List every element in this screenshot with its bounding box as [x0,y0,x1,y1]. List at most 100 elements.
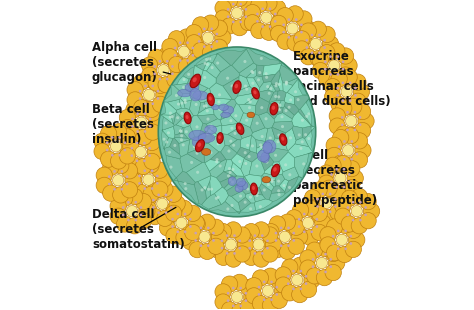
Circle shape [271,180,273,183]
Ellipse shape [225,251,242,267]
Ellipse shape [118,149,135,165]
Ellipse shape [282,259,298,275]
Circle shape [329,193,331,195]
Circle shape [185,130,188,133]
Circle shape [143,174,154,185]
Circle shape [245,88,248,91]
Circle shape [225,110,228,113]
Text: Delta cell
(secretes
somatostatin): Delta cell (secretes somatostatin) [92,207,185,250]
Circle shape [310,51,313,54]
Ellipse shape [126,127,142,144]
Ellipse shape [270,103,278,115]
Ellipse shape [336,126,352,142]
Ellipse shape [147,183,163,199]
Circle shape [118,154,121,157]
Ellipse shape [193,91,208,100]
Ellipse shape [211,229,228,245]
Ellipse shape [189,130,206,141]
Ellipse shape [110,198,126,214]
Circle shape [300,24,303,26]
Circle shape [216,158,219,161]
Ellipse shape [263,142,272,153]
Ellipse shape [300,260,316,276]
Ellipse shape [178,29,195,45]
Circle shape [260,145,263,148]
Circle shape [255,165,258,168]
Circle shape [164,193,167,196]
Circle shape [301,119,304,122]
Circle shape [164,211,167,214]
Ellipse shape [209,96,212,101]
Circle shape [138,175,141,177]
Circle shape [124,141,126,144]
Circle shape [266,240,269,242]
Ellipse shape [215,284,231,300]
Circle shape [206,63,209,66]
Circle shape [157,193,160,196]
Circle shape [350,140,353,143]
Ellipse shape [237,231,253,248]
Circle shape [203,62,207,65]
Ellipse shape [301,262,317,279]
Circle shape [239,20,242,23]
Circle shape [277,193,281,196]
Circle shape [198,40,201,43]
Circle shape [261,7,264,10]
Ellipse shape [139,203,155,219]
Circle shape [338,145,340,148]
Ellipse shape [286,210,302,226]
Circle shape [215,197,218,200]
Ellipse shape [96,167,112,184]
Circle shape [329,55,332,58]
Ellipse shape [319,26,335,42]
Circle shape [289,136,292,140]
Circle shape [144,89,155,100]
Circle shape [255,194,259,197]
Circle shape [126,175,128,178]
Ellipse shape [270,19,286,35]
Circle shape [349,242,352,245]
Ellipse shape [133,159,149,175]
Ellipse shape [292,202,309,218]
Circle shape [170,206,173,209]
Circle shape [349,99,352,102]
Ellipse shape [346,98,362,115]
Ellipse shape [176,200,192,216]
Circle shape [189,218,191,220]
Circle shape [346,214,349,216]
Circle shape [151,170,154,172]
Circle shape [229,140,232,143]
Ellipse shape [185,83,199,92]
Circle shape [156,97,159,100]
Circle shape [324,60,327,63]
Ellipse shape [119,109,136,126]
Ellipse shape [319,70,335,86]
Ellipse shape [336,100,352,116]
Circle shape [113,170,116,173]
Ellipse shape [326,137,342,153]
Circle shape [230,204,234,207]
Circle shape [256,13,259,15]
Circle shape [106,141,109,144]
Ellipse shape [261,0,277,11]
Ellipse shape [191,43,207,60]
Circle shape [184,230,186,233]
Ellipse shape [312,62,328,79]
Ellipse shape [257,150,269,162]
Ellipse shape [343,128,359,144]
Ellipse shape [190,74,201,88]
Circle shape [186,59,189,62]
Ellipse shape [215,249,232,265]
Circle shape [140,206,142,209]
Ellipse shape [237,178,246,187]
Ellipse shape [231,0,248,7]
Circle shape [305,39,308,42]
Circle shape [311,265,314,268]
Circle shape [343,158,346,161]
Ellipse shape [235,84,238,88]
Ellipse shape [144,101,160,117]
Circle shape [276,140,280,143]
Text: Beta cell
(secretes
insulin): Beta cell (secretes insulin) [92,103,171,146]
Circle shape [336,234,347,246]
Circle shape [297,98,300,101]
